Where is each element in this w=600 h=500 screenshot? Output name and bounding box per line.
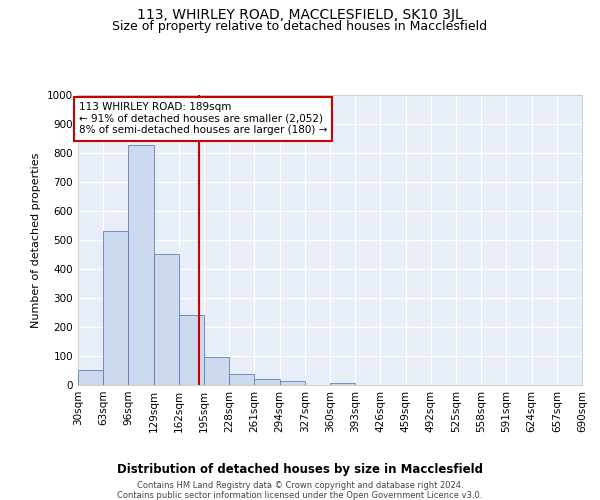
Text: Distribution of detached houses by size in Macclesfield: Distribution of detached houses by size … [117, 462, 483, 475]
Bar [254, 378, 280, 385]
Bar [103, 232, 128, 385]
Text: Contains public sector information licensed under the Open Government Licence v3: Contains public sector information licen… [118, 491, 482, 500]
Text: 113 WHIRLEY ROAD: 189sqm
← 91% of detached houses are smaller (2,052)
8% of semi: 113 WHIRLEY ROAD: 189sqm ← 91% of detach… [79, 102, 327, 136]
Bar [280, 381, 305, 385]
Bar [128, 145, 154, 385]
Bar [78, 370, 103, 385]
Text: Contains HM Land Registry data © Crown copyright and database right 2024.: Contains HM Land Registry data © Crown c… [137, 481, 463, 490]
Y-axis label: Number of detached properties: Number of detached properties [31, 152, 41, 328]
Text: Size of property relative to detached houses in Macclesfield: Size of property relative to detached ho… [112, 20, 488, 33]
Bar [179, 315, 204, 385]
Bar [330, 382, 355, 385]
Bar [204, 356, 229, 385]
Bar [154, 254, 179, 385]
Text: 113, WHIRLEY ROAD, MACCLESFIELD, SK10 3JL: 113, WHIRLEY ROAD, MACCLESFIELD, SK10 3J… [137, 8, 463, 22]
Bar [229, 374, 254, 385]
